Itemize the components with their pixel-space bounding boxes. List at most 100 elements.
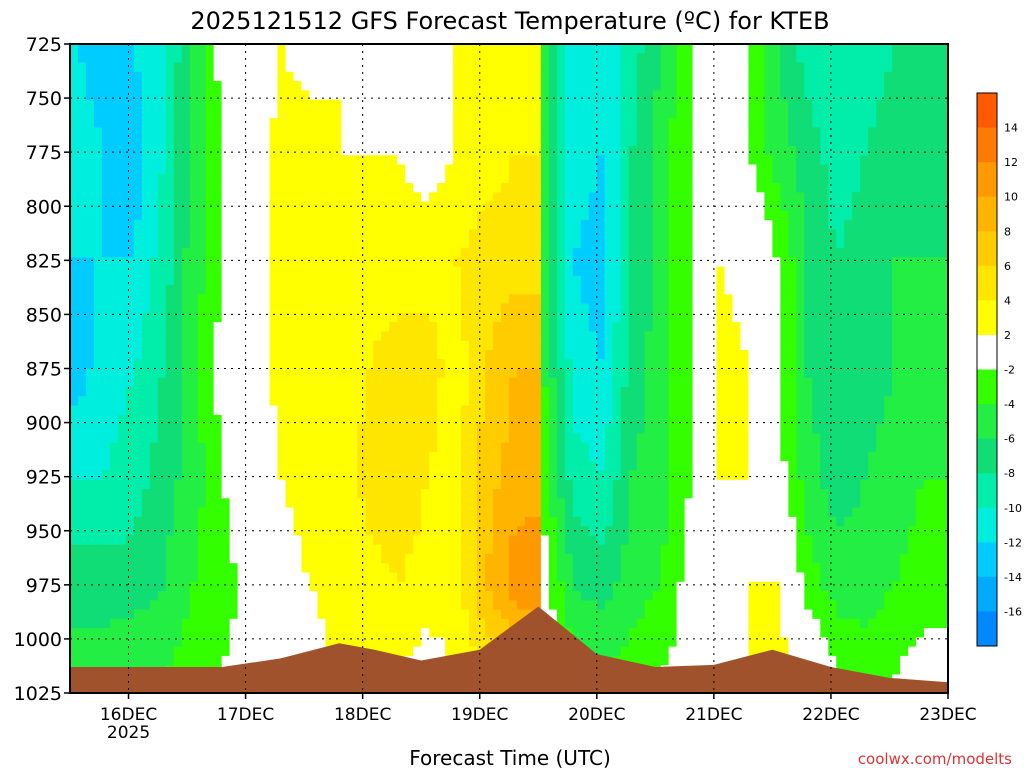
temperature-cell (445, 489, 454, 499)
temperature-cell (588, 526, 598, 536)
temperature-cell (365, 145, 374, 156)
temperature-cell (445, 183, 454, 193)
temperature-cell (109, 637, 119, 648)
temperature-cell (461, 173, 470, 184)
temperature-cell (117, 62, 127, 73)
temperature-cell (413, 275, 422, 286)
temperature-cell (477, 71, 486, 82)
temperature-cell (325, 99, 334, 110)
temperature-cell (181, 183, 191, 193)
temperature-cell (429, 442, 438, 453)
temperature-cell (213, 535, 223, 546)
temperature-cell (365, 405, 374, 416)
temperature-cell (285, 331, 295, 342)
temperature-cell (349, 609, 358, 620)
temperature-cell (421, 238, 430, 249)
temperature-cell (269, 470, 279, 481)
temperature-cell (548, 581, 558, 592)
temperature-cell (293, 628, 303, 638)
temperature-cell (157, 90, 167, 101)
temperature-cell (133, 609, 143, 620)
temperature-cell (205, 118, 215, 129)
temperature-cell (245, 201, 255, 212)
temperature-cell (357, 396, 366, 407)
temperature-cell (405, 331, 414, 342)
temperature-cell (70, 164, 79, 175)
temperature-cell (501, 553, 510, 564)
temperature-cell (381, 118, 390, 129)
temperature-cell (149, 155, 159, 166)
temperature-cell (181, 118, 191, 129)
temperature-cell (588, 312, 598, 323)
temperature-cell (309, 220, 319, 231)
temperature-cell (604, 71, 614, 82)
temperature-cell (540, 99, 550, 110)
temperature-cell (437, 192, 446, 203)
temperature-cell (389, 62, 398, 73)
temperature-cell (141, 433, 151, 444)
temperature-cell (556, 145, 566, 156)
temperature-cell (477, 164, 486, 175)
temperature-cell (612, 479, 622, 490)
temperature-cell (429, 136, 438, 147)
temperature-cell (349, 461, 358, 472)
temperature-cell (493, 489, 502, 499)
temperature-cell (365, 498, 374, 509)
temperature-cell (309, 553, 319, 564)
temperature-cell (413, 405, 422, 416)
temperature-cell (461, 201, 470, 212)
temperature-cell (85, 99, 95, 110)
temperature-cell (245, 303, 255, 314)
temperature-cell (628, 498, 638, 509)
temperature-cell (596, 118, 606, 129)
temperature-cell (125, 600, 135, 611)
temperature-cell (133, 247, 143, 258)
temperature-cell (141, 257, 151, 268)
temperature-cell (109, 210, 119, 221)
temperature-cell (325, 238, 334, 249)
temperature-cell (117, 433, 127, 444)
temperature-cell (77, 535, 87, 546)
temperature-cell (453, 600, 462, 611)
temperature-cell (341, 266, 350, 277)
temperature-cell (221, 507, 231, 518)
temperature-cell (341, 396, 350, 407)
temperature-cell (620, 461, 630, 472)
temperature-cell (620, 414, 630, 425)
temperature-cell (405, 53, 414, 64)
temperature-cell (205, 275, 215, 286)
temperature-cell (524, 498, 534, 509)
temperature-cell (580, 396, 590, 407)
temperature-cell (604, 442, 614, 453)
temperature-cell (389, 572, 398, 583)
temperature-cell (477, 581, 486, 592)
temperature-cell (133, 349, 143, 360)
temperature-cell (253, 312, 263, 323)
temperature-cell (493, 414, 502, 425)
temperature-cell (213, 516, 223, 527)
temperature-cell (157, 247, 167, 258)
temperature-cell (237, 507, 247, 518)
temperature-cell (381, 489, 390, 499)
temperature-cell (333, 340, 342, 351)
temperature-cell (501, 498, 510, 509)
temperature-cell (572, 609, 582, 620)
temperature-cell (469, 312, 478, 323)
temperature-cell (101, 303, 111, 314)
temperature-cell (365, 387, 374, 397)
temperature-cell (580, 62, 590, 73)
temperature-cell (445, 563, 454, 574)
temperature-cell (157, 451, 167, 462)
temperature-cell (437, 127, 446, 138)
temperature-cell (509, 210, 518, 221)
temperature-cell (309, 442, 319, 453)
temperature-cell (461, 266, 470, 277)
temperature-cell (381, 285, 390, 295)
temperature-cell (117, 368, 127, 379)
temperature-cell (524, 312, 534, 323)
temperature-cell (253, 442, 263, 453)
temperature-cell (509, 563, 518, 574)
temperature-cell (141, 591, 151, 601)
temperature-cell (516, 303, 526, 314)
temperature-cell (109, 349, 119, 360)
